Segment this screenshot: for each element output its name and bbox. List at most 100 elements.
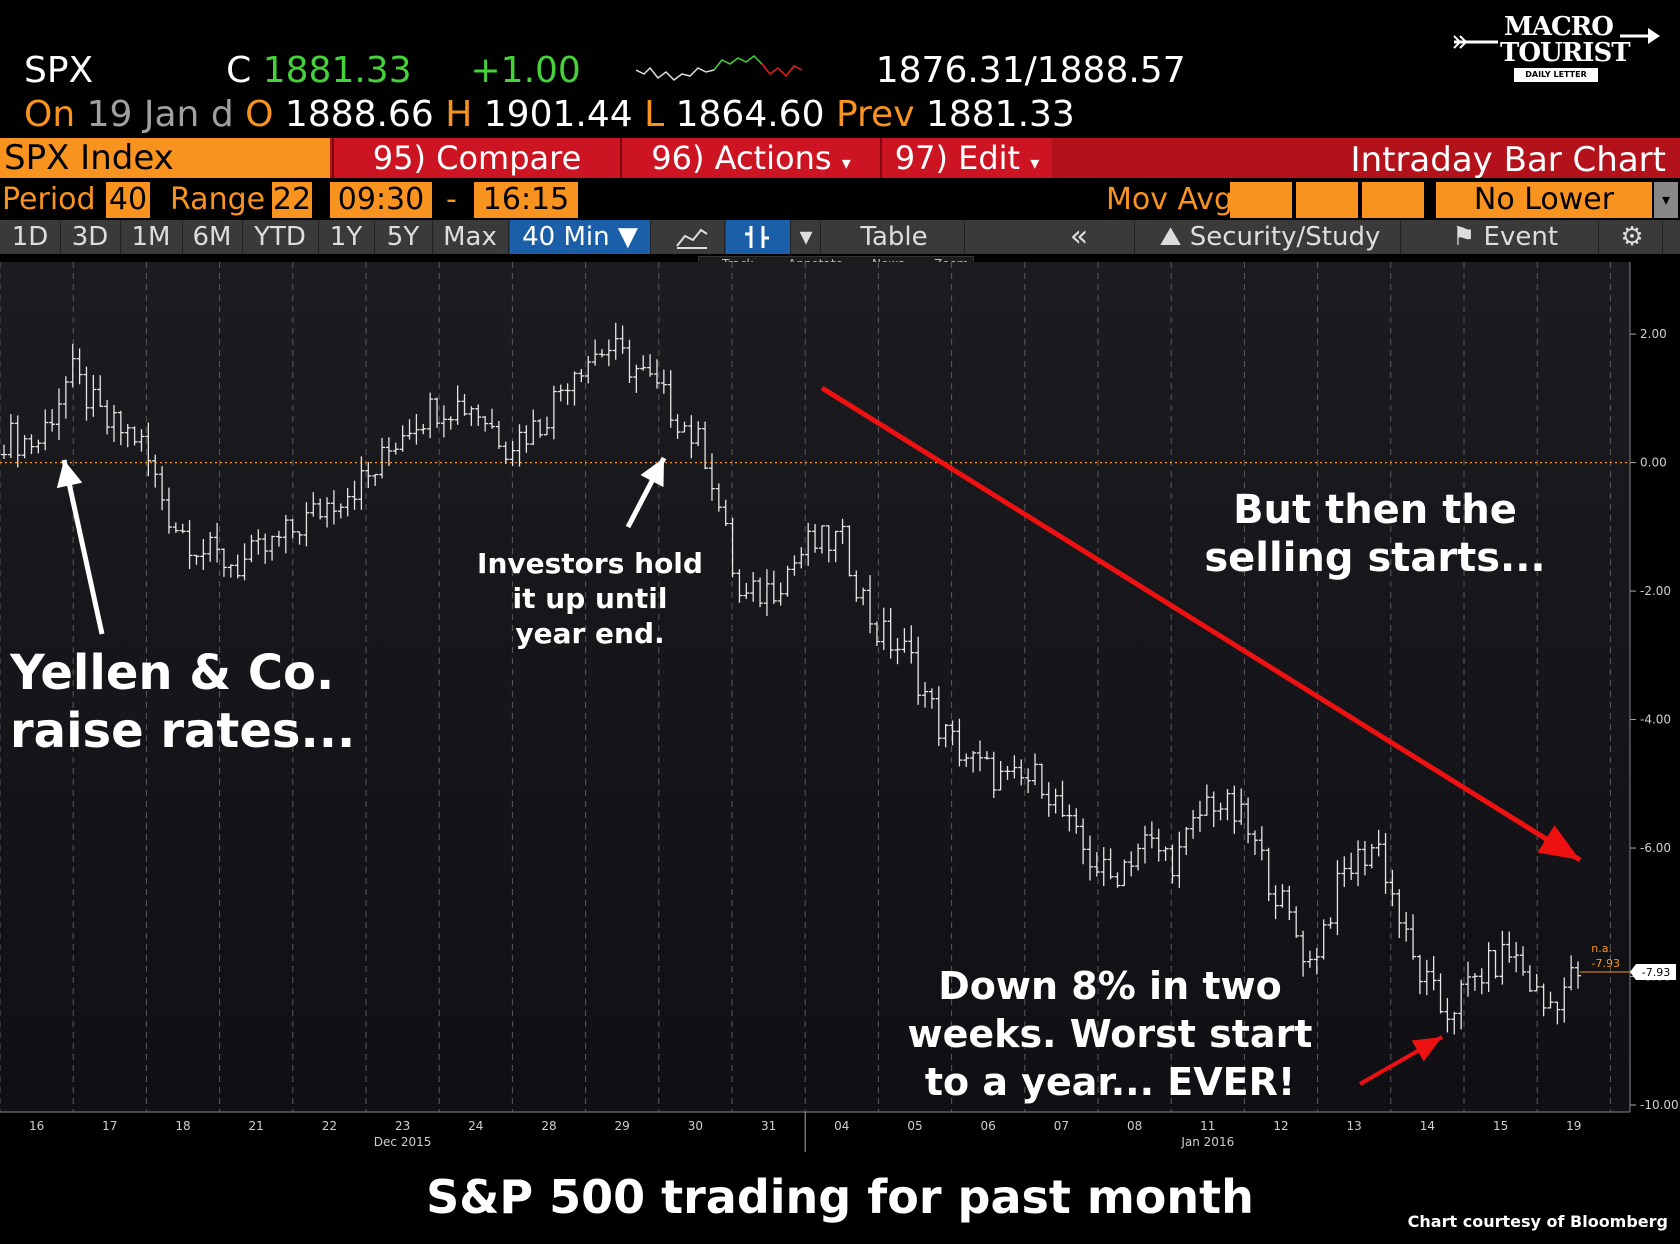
tab-1y[interactable]: 1Y (318, 220, 375, 254)
x-tick-label: 18 (175, 1119, 190, 1133)
event-button[interactable]: ⚑ Event (1412, 220, 1599, 254)
period-field[interactable]: 40 (106, 182, 150, 218)
table-button[interactable]: Table (824, 220, 965, 254)
quote-line-1: SPX C 1881.33 +1.00 1876.31/1888.57 (24, 50, 1186, 91)
security-field[interactable]: SPX Index (0, 138, 330, 178)
x-tick-label: 04 (834, 1119, 849, 1133)
chart-style-dropdown-icon[interactable]: ▾ (792, 220, 821, 254)
price-bar (1526, 965, 1533, 992)
tab-3d[interactable]: 3D (60, 220, 121, 254)
line-chart-icon[interactable] (660, 220, 725, 254)
annotation-investors-line-3: year end. (515, 617, 665, 650)
high-value: 1901.44 (483, 94, 633, 135)
price-bar (138, 429, 145, 452)
current-value-tag-label: -7.93 (1642, 966, 1670, 979)
y-tick-label: -2.00 (1640, 584, 1671, 598)
tab-5y[interactable]: 5Y (374, 220, 433, 254)
low-label: L (644, 94, 665, 135)
x-tick-label: 31 (761, 1119, 776, 1133)
price-bar (839, 518, 846, 544)
tab-1m[interactable]: 1M (120, 220, 183, 254)
price-bar (571, 371, 578, 406)
price-bar (949, 720, 956, 746)
price-bar (757, 577, 764, 608)
price-bar (1444, 997, 1451, 1033)
actions-menu[interactable]: 96) Actions ▾ (620, 138, 880, 178)
price-bar (1059, 780, 1066, 818)
price-bar (523, 425, 530, 453)
mov-avg-field-1[interactable] (1230, 182, 1292, 218)
bar-chart-icon[interactable] (726, 220, 791, 254)
price-bar (915, 636, 922, 705)
gear-icon[interactable]: ⚙ (1602, 220, 1663, 254)
security-study-label: Security/Study (1189, 222, 1381, 252)
price-bar (1258, 826, 1265, 861)
price-bar (1265, 847, 1272, 902)
price-bar (28, 434, 35, 455)
x-tick-label: 28 (541, 1119, 556, 1133)
tab-1d[interactable]: 1D (0, 220, 61, 254)
end-time-field[interactable]: 16:15 (474, 182, 578, 218)
mov-avg-field-3[interactable] (1362, 182, 1424, 218)
annotation-selling-line-1: But then the (1233, 487, 1517, 533)
price-bar (640, 355, 647, 371)
lower-chart-dropdown-icon[interactable]: ▾ (1654, 182, 1678, 218)
price-bar (928, 688, 935, 709)
price-bar (977, 740, 984, 772)
price-bar (1093, 851, 1100, 877)
price-bar (1465, 961, 1472, 997)
price-bar (688, 415, 695, 459)
edit-menu[interactable]: 97) Edit ▾ (880, 138, 1052, 178)
price-bar (227, 564, 234, 578)
price-bar (330, 490, 337, 525)
price-bar (1066, 804, 1073, 832)
price-bar (1231, 785, 1238, 834)
mov-avg-field-2[interactable] (1296, 182, 1358, 218)
macro-tourist-logo: MACRO TOURIST DAILY LETTER (1452, 10, 1662, 86)
price-bar (963, 753, 970, 767)
price-bar (695, 421, 702, 447)
price-bar (385, 437, 392, 467)
price-bar (997, 760, 1004, 791)
month-label: Jan 2016 (1180, 1135, 1234, 1149)
price-bar (1004, 765, 1011, 780)
price-bar (145, 422, 152, 477)
price-bar (193, 554, 200, 565)
annotation-down-line-3: to a year... EVER! (924, 1060, 1296, 1104)
dropdown-caret-icon: ▾ (1030, 153, 1040, 174)
tab-max[interactable]: Max (432, 220, 509, 254)
price-bar (186, 520, 193, 570)
logo-line-1: MACRO (1504, 12, 1614, 42)
low-value: 1864.60 (675, 94, 825, 135)
x-tick-label: 06 (981, 1119, 996, 1133)
edit-label: 97) Edit (894, 139, 1021, 177)
start-time-field[interactable]: 09:30 (330, 182, 432, 218)
day-range: 1876.31/1888.57 (875, 50, 1186, 91)
month-label: Dec 2015 (374, 1135, 432, 1149)
price-bar (62, 376, 69, 419)
annotation-selling: But then the selling starts... (1180, 486, 1570, 582)
price-bar (461, 394, 468, 416)
security-study-button[interactable]: ⛰ Security/Study (1140, 220, 1401, 254)
tab-40-min[interactable]: 40 Min ▼ (510, 220, 651, 254)
price-bar (440, 405, 447, 438)
price-bar (35, 439, 42, 454)
compare-button[interactable]: 95) Compare (332, 138, 620, 178)
price-bar (1128, 851, 1135, 877)
price-bar (894, 638, 901, 665)
tab-ytd[interactable]: YTD (242, 220, 319, 254)
price-bar (124, 424, 131, 448)
lower-chart-select[interactable]: No Lower Chart (1436, 182, 1652, 253)
range-field[interactable]: 22 (272, 182, 312, 218)
price-bar (49, 408, 56, 432)
price-bar (1520, 946, 1527, 976)
price-bar (660, 369, 667, 394)
arrow-trend-red-shaft (820, 385, 1582, 863)
price-bar (1533, 973, 1540, 992)
price-bar (90, 374, 97, 417)
price-bar (392, 442, 399, 455)
collapse-icon[interactable]: « (1024, 220, 1135, 254)
price-bar (633, 364, 640, 393)
price-chart: 2.000.00-2.00-4.00-6.00-8.00-10.00-7.93n… (0, 262, 1679, 1152)
tab-6m[interactable]: 6M (182, 220, 243, 254)
